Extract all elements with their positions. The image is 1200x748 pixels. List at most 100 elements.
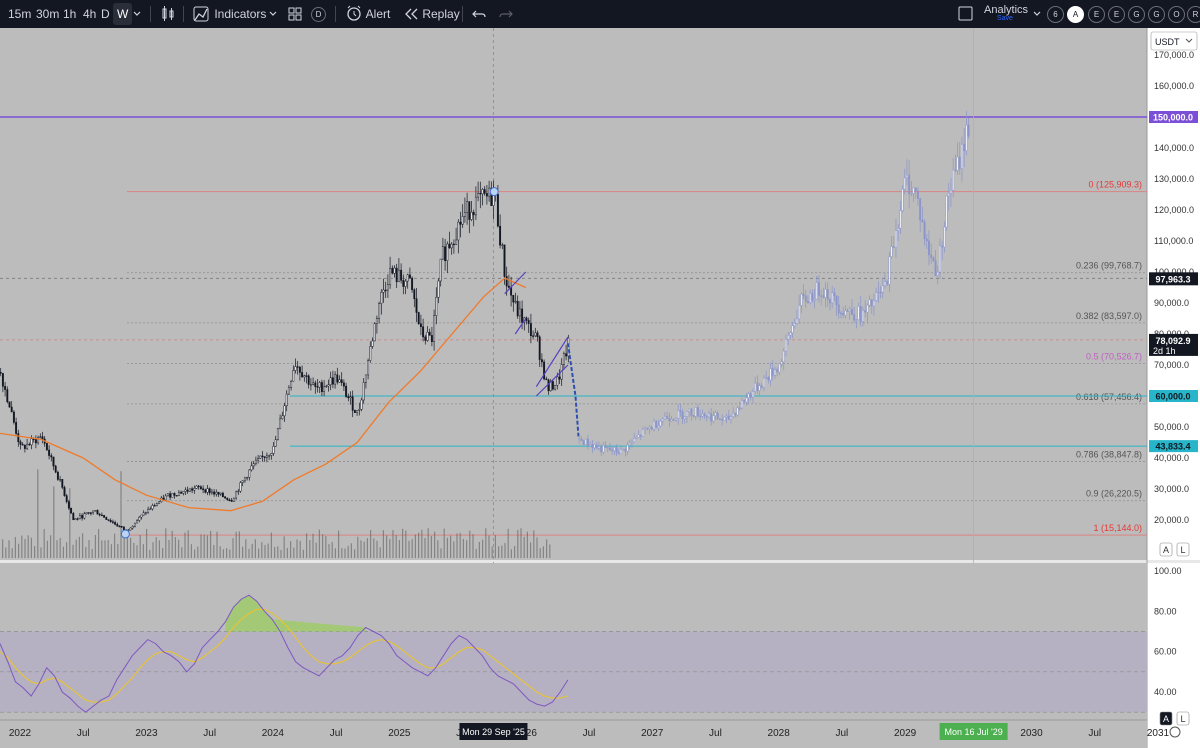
candle-body (468, 201, 471, 220)
chevron-down-icon[interactable] (268, 0, 278, 28)
candle-body (250, 465, 253, 471)
candle-body (391, 267, 394, 274)
templates-icon[interactable]: D (311, 7, 326, 22)
circle-button-e2[interactable]: E (1108, 6, 1125, 23)
volume-bar (299, 540, 301, 558)
price-axis[interactable] (1147, 28, 1200, 748)
volume-bar (328, 544, 330, 558)
fib-level-label: 0.9 (26,220.5) (1086, 489, 1142, 499)
alert-button[interactable]: Alert (345, 0, 390, 28)
circle-button-r[interactable]: R (1187, 6, 1200, 23)
timeframe-15m[interactable]: 15m (8, 7, 32, 21)
volume-bar (21, 535, 23, 558)
candle-body (703, 413, 706, 417)
rsi-line[interactable] (0, 594, 569, 713)
circle-button-a[interactable]: A (1067, 6, 1084, 23)
candle-body (166, 493, 169, 497)
rsi-ma-line[interactable] (0, 608, 569, 703)
volume-bar (75, 539, 77, 558)
candle-body (686, 411, 688, 417)
timeframe-4h[interactable]: 4h (83, 7, 97, 21)
candle-body (505, 276, 508, 287)
rsi-tick-label: 80.00 (1154, 606, 1177, 616)
price-tick-label: 20,000.0 (1154, 515, 1189, 525)
circle-button-g2[interactable]: G (1148, 6, 1165, 23)
candle-body (551, 381, 554, 390)
candle-body (331, 377, 334, 385)
rsi-axis-button[interactable] (1159, 711, 1173, 726)
circle-button-6[interactable]: 6 (1047, 6, 1064, 23)
candle-body (180, 491, 183, 494)
candle-body (199, 486, 202, 490)
rsi-axis-button[interactable] (1176, 711, 1190, 726)
time-highlight-label: Mon 29 Sep '25 (462, 727, 525, 737)
circle-button-e1[interactable]: E (1088, 6, 1105, 23)
candle-body (371, 340, 374, 347)
volume-bar (190, 544, 192, 558)
candle-body (503, 244, 506, 277)
price-axis-button-label: A (1163, 545, 1169, 555)
rsi-axis-button-label: L (1180, 714, 1185, 724)
chevron-down-icon[interactable] (132, 0, 142, 28)
chevron-down-icon[interactable] (1032, 0, 1042, 28)
volume-bar (59, 537, 61, 558)
timeframe-30m[interactable]: 30m (36, 7, 60, 21)
gear-icon[interactable] (1169, 726, 1181, 738)
volume-bar (510, 549, 512, 558)
toolbar-divider (150, 6, 151, 22)
candle-body (580, 438, 583, 441)
price-axis-button[interactable] (1176, 542, 1190, 557)
volume-bar (504, 543, 506, 558)
chart-area[interactable]: 20,000.0 30,000.0 40,000.0 50,000.0 60,000.0… (0, 28, 1200, 748)
currency-dropdown[interactable] (1150, 31, 1198, 51)
pivot-marker[interactable] (489, 187, 499, 197)
candle-body (318, 382, 321, 388)
price-axis-button[interactable] (1159, 542, 1173, 557)
channel-line[interactable] (535, 336, 569, 388)
candle-body (749, 393, 752, 398)
candles-icon[interactable] (160, 0, 176, 28)
circle-button-o[interactable]: O (1168, 6, 1185, 23)
timeframe-d[interactable]: D (101, 7, 110, 21)
candle-body (477, 192, 480, 198)
time-tick-label: Jul (203, 728, 216, 739)
timeframe-1h[interactable]: 1h (63, 7, 77, 21)
candle-body (488, 187, 491, 197)
redo-icon[interactable] (499, 0, 513, 28)
volume-bar (347, 545, 349, 558)
candle-body (131, 525, 134, 529)
price-tick-label: 100,000.0 (1154, 267, 1194, 277)
rsi-tick-label: 60.00 (1154, 647, 1177, 657)
candle-body (820, 295, 823, 297)
channel-line[interactable] (504, 271, 527, 295)
volume-bar (549, 544, 551, 558)
candle-body (413, 289, 416, 300)
pivot-marker[interactable] (120, 529, 130, 539)
circle-button-g1[interactable]: G (1128, 6, 1145, 23)
moving-average-line[interactable] (0, 277, 527, 512)
volume-bar (14, 537, 16, 558)
checkbox-icon[interactable] (958, 0, 974, 28)
candle-body (142, 512, 145, 516)
price-pane[interactable] (0, 28, 1147, 560)
projection-drop-line[interactable] (566, 343, 580, 437)
candle-body (811, 293, 814, 301)
channel-line[interactable] (514, 318, 527, 335)
save-label[interactable]: Save (997, 15, 1013, 22)
timeframe-w[interactable]: W (113, 3, 133, 25)
analytics-label[interactable]: Analytics (984, 4, 1029, 16)
replay-button[interactable]: Replay (403, 0, 460, 28)
layouts-icon[interactable] (288, 0, 302, 28)
candle-body (276, 428, 279, 440)
candle-body (778, 363, 781, 373)
time-tick-label: 2023 (135, 728, 158, 739)
channel-line[interactable] (535, 364, 569, 397)
undo-icon[interactable] (472, 0, 486, 28)
candle-body (613, 447, 616, 452)
volume-bar (114, 533, 116, 558)
volume-bar (427, 528, 429, 558)
candle-body (543, 361, 546, 380)
candle-body (692, 415, 695, 417)
candle-body (191, 488, 194, 491)
indicators-button[interactable]: Indicators (193, 0, 266, 28)
